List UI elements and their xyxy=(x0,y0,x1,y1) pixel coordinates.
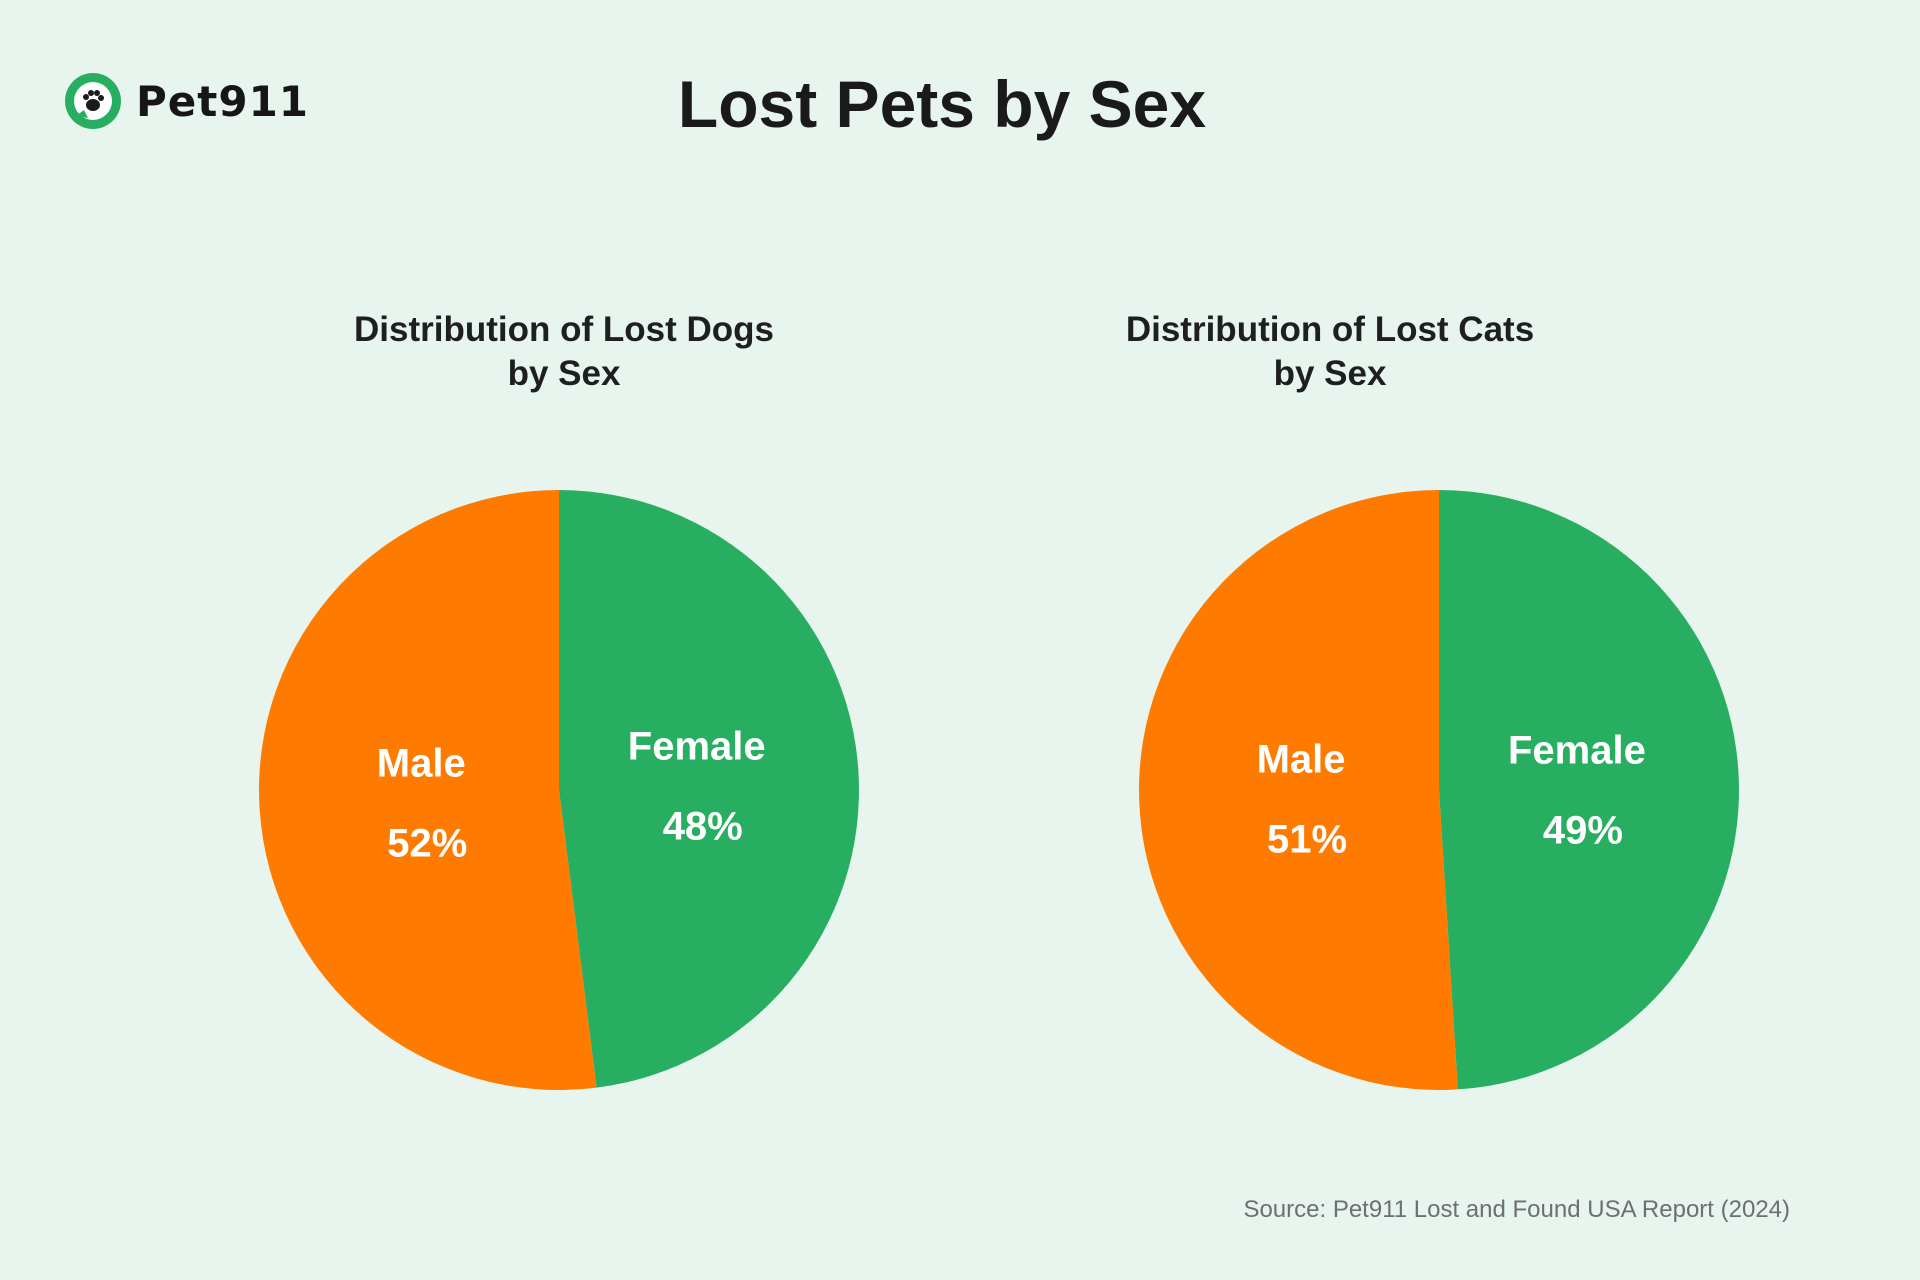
page-title: Lost Pets by Sex xyxy=(677,67,1207,141)
dogs-slice-value-male: 52% xyxy=(387,822,467,866)
source-note: Source: Pet911 Lost and Found USA Report… xyxy=(1243,1196,1790,1223)
dogs-slice-male xyxy=(259,490,597,1090)
chart-lost-dogs: Distribution of Lost Dogs by Sex xyxy=(204,308,924,400)
cats-slice-value-female: 49% xyxy=(1543,809,1623,853)
dogs-slice-value-female: 48% xyxy=(663,804,743,848)
cats-slice-male xyxy=(1139,490,1458,1090)
cats-slice-female xyxy=(1439,490,1739,1090)
dogs-slice-female xyxy=(559,490,860,1088)
dogs-slice-label-male: Male xyxy=(377,742,466,786)
dogs-slice-label-female: Female xyxy=(628,724,766,768)
cats-slice-value-male: 51% xyxy=(1267,817,1347,861)
cats-slice-label-female: Female xyxy=(1508,729,1646,773)
chart-title-dogs: Distribution of Lost Dogs by Sex xyxy=(354,310,774,393)
cats-slice-label-male: Male xyxy=(1257,737,1346,781)
chart-lost-cats: Distribution of Lost Cats by Sex xyxy=(970,308,1690,400)
paw-pin-icon xyxy=(65,73,121,129)
chart-title-cats: Distribution of Lost Cats by Sex xyxy=(1125,310,1535,393)
brand-logo: Pet911 xyxy=(64,72,309,130)
brand-name: Pet911 xyxy=(136,76,310,126)
